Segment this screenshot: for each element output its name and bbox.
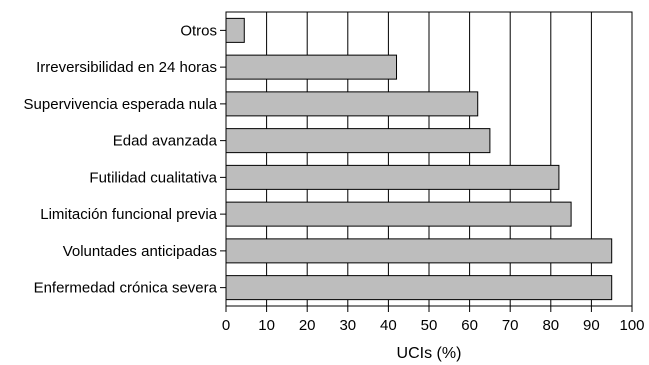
category-label: Futilidad cualitativa: [89, 169, 217, 186]
bar: [225, 54, 398, 80]
category-label: Voluntades anticipadas: [63, 243, 217, 260]
x-tick-label: 70: [502, 317, 519, 334]
x-tick-label: 40: [380, 317, 397, 334]
x-tick-label: 60: [461, 317, 478, 334]
category-label: Otros: [180, 22, 217, 39]
bar: [225, 201, 572, 227]
x-tick-label: 0: [222, 317, 230, 334]
bar: [225, 275, 613, 301]
bars: [225, 17, 613, 301]
category-labels: Otros Irreversibilidad en 24 horas Supervi…: [24, 22, 226, 297]
plot-frame: [225, 11, 633, 307]
category-label: Edad avanzada: [113, 133, 218, 150]
x-tick-label: 80: [542, 317, 559, 334]
x-axis-ticks: 0 10 20 30 40 50 60 70 80 90 100: [222, 306, 645, 334]
x-tick-label: 50: [421, 317, 438, 334]
category-label: Enfermedad crónica severa: [34, 280, 218, 297]
x-tick-label: 100: [619, 317, 644, 334]
x-tick-label: 20: [299, 317, 316, 334]
category-label: Supervivencia esperada nula: [24, 96, 218, 113]
x-tick-label: 30: [339, 317, 356, 334]
bar: [225, 238, 613, 264]
bar: [225, 128, 491, 154]
bar: [225, 164, 560, 190]
bar: [225, 91, 479, 117]
bar: [225, 17, 245, 43]
x-tick-label: 90: [583, 317, 600, 334]
category-label: Limitación funcional previa: [40, 206, 217, 223]
x-tick-label: 10: [258, 317, 275, 334]
x-axis-label: UCIs (%): [397, 345, 462, 362]
category-label: Irreversibilidad en 24 horas: [36, 59, 217, 76]
